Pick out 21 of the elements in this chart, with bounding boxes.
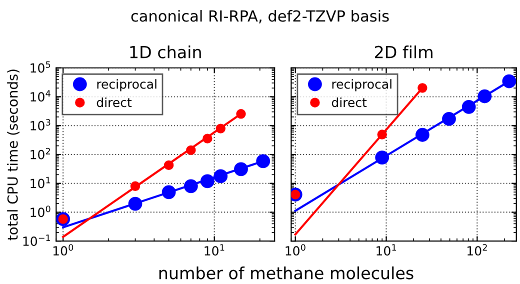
x-tick-label: 10$^{0}$: [53, 244, 74, 256]
chart-subtitle: 1D chain: [130, 45, 201, 58]
legend-label: direct: [332, 97, 367, 108]
x-tick-label: 10$^{1}$: [204, 244, 224, 256]
legend-label: reciprocal: [97, 79, 156, 92]
y-tick-label: 10$^{4}$: [30, 90, 50, 102]
legend-label: reciprocal: [332, 79, 392, 92]
legend-label: direct: [96, 97, 132, 108]
y-tick-label: 10$^{5}$: [30, 61, 50, 73]
y-axis-title: total CPU time (seconds): [7, 70, 20, 240]
y-tick-label: 10$^{−1}$: [23, 234, 50, 246]
y-tick-label: 10$^{0}$: [30, 206, 50, 218]
y-tick-label: 10$^{1}$: [30, 176, 50, 188]
x-tick-label: 10$^{2}$: [468, 244, 487, 256]
chart-subtitle: 2D film: [374, 45, 432, 58]
chart-title: canonical RI-RPA, def2-TZVP basis: [131, 10, 389, 24]
x-axis-title: number of methane molecules: [159, 266, 414, 280]
x-tick-label: 10$^{0}$: [286, 244, 306, 256]
x-tick-label: 10$^{1}$: [376, 244, 396, 256]
y-tick-label: 10$^{3}$: [30, 118, 50, 130]
y-tick-label: 10$^{2}$: [30, 148, 50, 160]
